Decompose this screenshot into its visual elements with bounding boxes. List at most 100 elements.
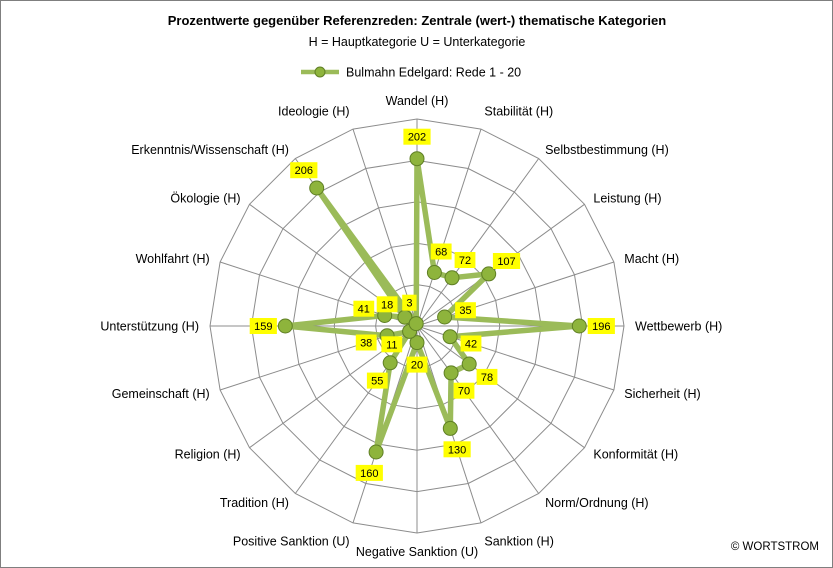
value-label: 160 [355, 464, 383, 481]
value-label: 202 [403, 128, 431, 145]
value-label-box [443, 441, 471, 458]
value-label-text: 11 [386, 339, 397, 351]
value-labels: 202 68 72 107 35 196 42 78 70 130 20 160 55 11 38 159 41… [249, 128, 615, 481]
data-point [368, 444, 384, 460]
value-label-box [403, 128, 431, 145]
value-label: 38 [355, 334, 377, 351]
value-label-box [355, 334, 377, 351]
legend-marker [314, 66, 326, 78]
data-point [461, 356, 477, 372]
grid-spoke [416, 325, 585, 449]
value-label-box [366, 372, 388, 389]
value-label-box [455, 302, 476, 319]
category-label: Wandel (H) [386, 94, 449, 108]
value-label-box [353, 300, 375, 317]
grid-spoke [416, 158, 540, 327]
value-label-text: 38 [360, 338, 372, 350]
category-label: Negative Sanktion (U) [356, 545, 478, 559]
value-label-text: 70 [458, 386, 470, 398]
value-label: 68 [430, 243, 452, 260]
value-label-text: 107 [497, 256, 515, 268]
value-label-box [290, 162, 318, 179]
category-label: Selbstbestimmung (H) [545, 143, 669, 157]
value-label: 206 [290, 162, 318, 179]
data-point [277, 318, 293, 334]
value-label-box [406, 356, 428, 373]
value-label: 11 [381, 336, 403, 353]
value-label-box [249, 318, 277, 334]
value-label-text: 72 [459, 255, 471, 267]
chart-title: Prozentwerte gegenüber Referenzreden: Ze… [168, 13, 667, 28]
data-point [442, 329, 458, 345]
value-label: 55 [366, 372, 388, 389]
data-point [382, 355, 398, 371]
value-label-text: 35 [459, 305, 471, 317]
value-label: 130 [443, 441, 471, 458]
category-label: Tradition (H) [220, 496, 289, 510]
category-label: Wettbewerb (H) [635, 320, 722, 334]
legend-entry: Bulmahn Edelgard: Rede 1 - 20 [346, 66, 521, 80]
value-label: 78 [476, 368, 498, 385]
data-point [409, 151, 425, 167]
value-label-box [460, 335, 482, 352]
category-label: Erkenntnis/Wissenschaft (H) [131, 143, 289, 157]
value-label-text: 68 [435, 247, 447, 259]
value-label: 42 [460, 335, 482, 352]
value-label: 196 [587, 318, 615, 334]
value-label-box [492, 253, 521, 269]
data-point [426, 265, 442, 280]
value-label: 3 [402, 294, 417, 311]
value-label-text: 42 [465, 339, 477, 351]
data-point [443, 365, 459, 381]
data-point [481, 266, 497, 282]
value-label-text: 20 [411, 360, 423, 372]
value-label: 70 [453, 382, 475, 399]
legend: Bulmahn Edelgard: Rede 1 - 20 [301, 66, 521, 80]
data-point [437, 309, 453, 325]
value-label: 20 [406, 356, 428, 373]
value-label: 18 [376, 296, 398, 313]
value-label: 159 [249, 318, 277, 334]
value-label-box [453, 382, 475, 399]
value-label-box [355, 464, 383, 481]
category-label: Macht (H) [624, 252, 679, 266]
category-label: Ideologie (H) [278, 105, 350, 119]
category-label: Sicherheit (H) [624, 387, 700, 401]
value-label: 41 [353, 300, 375, 317]
category-label: Ökologie (H) [170, 191, 240, 205]
copyright-text: © WORTSTROM [731, 541, 819, 553]
value-label-text: 55 [371, 376, 383, 388]
category-label: Konformität (H) [593, 448, 678, 462]
value-label-text: 206 [295, 165, 313, 177]
value-label-box [381, 336, 403, 353]
value-label-box [476, 368, 498, 385]
data-point [409, 335, 425, 351]
category-label: Leistung (H) [593, 191, 661, 205]
category-label: Religion (H) [175, 448, 241, 462]
value-label-text: 202 [408, 132, 426, 144]
category-labels: Wandel (H) Stabilität (H) Selbstbestimmung… [100, 94, 722, 559]
data-point [309, 180, 325, 196]
category-label: Gemeinschaft (H) [112, 387, 210, 401]
category-label: Norm/Ordnung (H) [545, 496, 649, 510]
value-label-text: 159 [254, 321, 272, 333]
data-point [444, 270, 460, 286]
chart-subtitle: H = Hauptkategorie U = Unterkategorie [309, 35, 526, 49]
category-label: Wohlfahrt (H) [136, 252, 210, 266]
value-label: 72 [454, 252, 476, 268]
grid-spoke [416, 325, 540, 494]
data-point [442, 420, 458, 436]
grid-spoke [352, 128, 418, 327]
category-label: Stabilität (H) [484, 105, 553, 119]
category-label: Sanktion (H) [484, 534, 553, 548]
value-label-box [376, 296, 398, 313]
data-point [571, 318, 587, 334]
category-label: Unterstützung (H) [100, 320, 199, 334]
data-point [408, 316, 424, 332]
value-label-text: 160 [360, 468, 378, 480]
value-label-box [402, 294, 417, 311]
category-label: Positive Sanktion (U) [233, 534, 350, 548]
value-label-text: 78 [481, 372, 493, 384]
